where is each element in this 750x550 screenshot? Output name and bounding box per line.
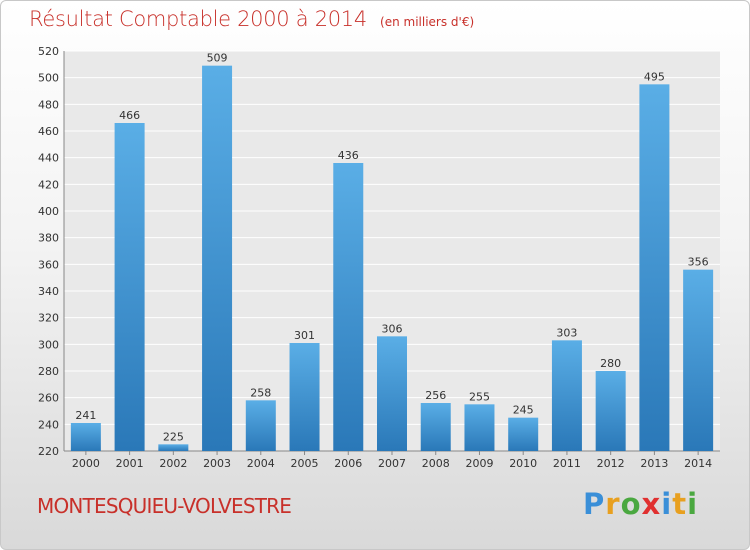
y-tick-label: 320: [38, 312, 59, 325]
x-tick-label: 2014: [684, 457, 712, 470]
y-tick-label: 380: [38, 232, 59, 245]
bar-value-label: 280: [600, 357, 621, 370]
y-tick-label: 500: [38, 72, 59, 85]
bar-value-label: 245: [513, 404, 534, 417]
bar-value-label: 356: [688, 256, 709, 269]
y-tick-label: 220: [38, 445, 59, 458]
proxiti-logo: Proxiti: [583, 487, 698, 521]
x-tick-label: 2009: [465, 457, 493, 470]
y-tick-label: 440: [38, 152, 59, 165]
town-name: MONTESQUIEU-VOLVESTRE: [37, 494, 292, 518]
x-tick-label: 2002: [159, 457, 187, 470]
y-tick-label: 300: [38, 338, 59, 351]
y-tick-label: 420: [38, 178, 59, 191]
x-tick-label: 2008: [422, 457, 450, 470]
bar: [464, 404, 495, 451]
bar-value-label: 306: [382, 322, 403, 335]
x-tick-label: 2000: [72, 457, 100, 470]
bar-value-label: 303: [556, 326, 577, 339]
y-tick-label: 400: [38, 205, 59, 218]
y-tick-label: 460: [38, 125, 59, 138]
bar-value-label: 258: [250, 386, 271, 399]
x-tick-label: 2010: [509, 457, 537, 470]
x-tick-label: 2013: [640, 457, 668, 470]
bar: [245, 400, 276, 451]
x-tick-label: 2003: [203, 457, 231, 470]
bar: [683, 269, 714, 451]
x-tick-label: 2006: [334, 457, 362, 470]
bar: [377, 336, 407, 451]
bar: [595, 371, 626, 451]
logo-letter: o: [620, 487, 642, 521]
y-tick-label: 260: [38, 392, 59, 405]
logo-letter: t: [672, 487, 688, 521]
bar: [289, 343, 320, 451]
x-tick-label: 2001: [116, 457, 144, 470]
logo-letter: x: [641, 487, 662, 521]
logo-letter: i: [687, 487, 699, 521]
chart-title: Résultat Comptable 2000 à 2014 (en milli…: [29, 7, 474, 31]
logo-letter: r: [605, 487, 621, 521]
bar: [551, 340, 582, 451]
x-tick-label: 2004: [247, 457, 275, 470]
bar-value-label: 255: [469, 390, 490, 403]
bar: [639, 84, 670, 451]
y-tick-label: 480: [38, 98, 59, 111]
title-text: Résultat Comptable 2000 à 2014: [29, 7, 367, 31]
y-tick-label: 340: [38, 285, 59, 298]
bar-value-label: 436: [338, 149, 359, 162]
bar-value-label: 241: [75, 409, 96, 422]
x-tick-label: 2012: [597, 457, 625, 470]
bar-value-label: 509: [207, 52, 228, 65]
y-tick-label: 240: [38, 418, 59, 431]
logo-letter: P: [583, 487, 606, 521]
bar: [158, 444, 189, 451]
bar: [70, 423, 101, 451]
bar: [508, 417, 539, 451]
unit-text: (en milliers d'€): [380, 15, 475, 29]
bar-value-label: 301: [294, 329, 315, 342]
bar-value-label: 256: [425, 389, 446, 402]
bar: [202, 65, 233, 452]
bar: [420, 403, 451, 451]
bar-value-label: 495: [644, 70, 665, 83]
y-tick-label: 360: [38, 258, 59, 271]
x-tick-label: 2007: [378, 457, 406, 470]
bar: [333, 163, 364, 451]
x-tick-label: 2005: [291, 457, 319, 470]
y-tick-label: 520: [38, 45, 59, 58]
logo-letter: i: [661, 487, 673, 521]
bar-value-label: 225: [163, 430, 184, 443]
x-tick-label: 2011: [553, 457, 581, 470]
y-tick-label: 280: [38, 365, 59, 378]
bar-value-label: 466: [119, 109, 140, 122]
bar: [114, 123, 145, 451]
